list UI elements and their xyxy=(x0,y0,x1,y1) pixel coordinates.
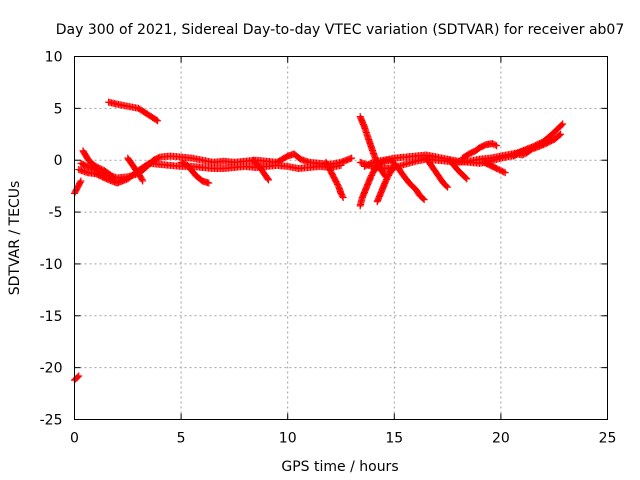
data-point xyxy=(154,117,162,125)
axis-ticks: 0 5 10 15 20 25 -25 -20 -15 -10 -5 0 5 10 xyxy=(40,50,617,447)
y-tick-label: -10 xyxy=(40,257,63,273)
data-point xyxy=(109,173,117,181)
data-point xyxy=(348,154,356,162)
data-points xyxy=(71,98,567,384)
data-point xyxy=(265,176,273,184)
series-track-g xyxy=(124,154,147,185)
chart-title: Day 300 of 2021, Sidereal Day-to-day VTE… xyxy=(56,22,625,38)
y-tick-label: 5 xyxy=(54,101,63,117)
data-point xyxy=(556,131,564,139)
data-point xyxy=(558,121,566,129)
series-track-c xyxy=(105,98,162,125)
series-track-j xyxy=(322,158,347,202)
y-tick-label: -5 xyxy=(49,205,63,221)
data-point xyxy=(443,182,451,190)
y-tick-label: -25 xyxy=(40,413,63,429)
x-tick-label: 15 xyxy=(385,431,403,447)
x-axis-label: GPS time / hours xyxy=(281,459,398,475)
y-tick-label: 0 xyxy=(54,153,63,169)
series-track-a xyxy=(71,177,85,197)
data-point xyxy=(339,194,347,202)
data-point xyxy=(557,130,565,138)
data-point xyxy=(500,168,508,176)
y-tick-label: 10 xyxy=(45,50,63,66)
y-tick-label: -15 xyxy=(40,309,63,325)
series-track-q xyxy=(422,154,452,191)
series-track-r xyxy=(446,156,471,183)
x-tick-label: 5 xyxy=(177,431,186,447)
series-track-f xyxy=(79,147,117,181)
series-track-b xyxy=(71,372,83,384)
grid-lines xyxy=(74,56,608,420)
data-point xyxy=(77,177,85,185)
data-point xyxy=(74,373,82,381)
x-tick-label: 0 xyxy=(70,431,79,447)
series-track-u xyxy=(510,146,535,160)
data-point xyxy=(338,192,346,200)
data-point xyxy=(368,159,376,167)
data-point xyxy=(419,195,427,203)
data-point xyxy=(559,120,567,128)
x-tick-label: 20 xyxy=(492,431,510,447)
series-track-i xyxy=(250,156,273,184)
data-point xyxy=(337,161,345,169)
data-point xyxy=(76,178,84,186)
y-tick-label: -20 xyxy=(40,361,63,377)
series-track-t xyxy=(480,158,509,177)
data-point xyxy=(526,147,534,155)
data-point xyxy=(138,176,146,184)
data-point xyxy=(420,196,428,204)
data-point xyxy=(139,177,147,185)
data-point xyxy=(152,116,160,124)
y-axis-label: SDTVAR / TECUs xyxy=(7,181,23,296)
data-point xyxy=(493,142,501,150)
data-point xyxy=(205,179,213,187)
data-point xyxy=(527,146,535,154)
series-track-o xyxy=(356,130,565,173)
data-point xyxy=(491,141,499,149)
x-tick-label: 25 xyxy=(599,431,617,447)
data-point xyxy=(444,183,452,191)
data-point xyxy=(462,174,470,182)
data-point xyxy=(264,175,272,183)
data-point xyxy=(501,169,509,177)
data-point xyxy=(463,175,471,183)
data-point xyxy=(108,172,116,180)
data-point xyxy=(75,372,83,380)
plot-frame xyxy=(74,56,608,420)
x-tick-label: 10 xyxy=(279,431,297,447)
series-track-s xyxy=(459,140,501,162)
series-track-h xyxy=(177,158,213,187)
